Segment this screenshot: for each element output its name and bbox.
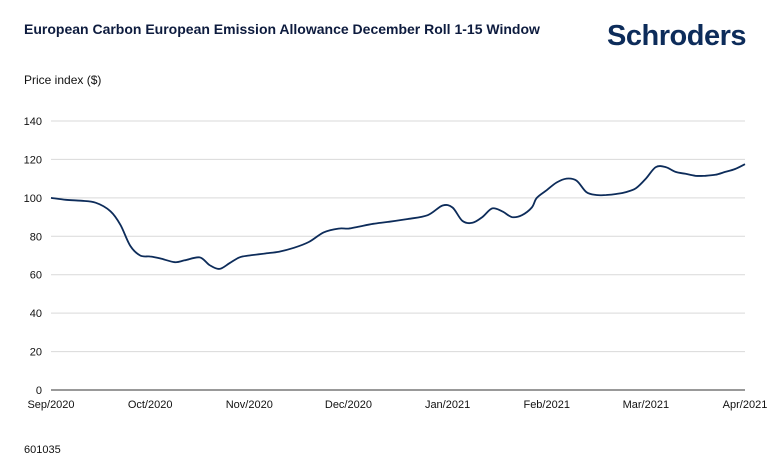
y-tick-label: 140 [24,116,42,128]
price-index-line [50,163,746,270]
y-tick-label: 0 [36,385,42,397]
x-tick-label: Mar/2021 [623,399,669,411]
y-tick-label: 120 [24,154,42,166]
y-tick-label: 60 [30,270,42,282]
x-tick-label: Oct/2020 [128,399,173,411]
y-axis-label: Price index ($) [24,73,102,87]
series-group [50,163,746,270]
schroders-logo: Schroders [607,20,746,52]
y-tick-labels: 0 20 40 60 80 100 120 140 [24,116,42,397]
y-tick-label: 40 [30,308,42,320]
x-tick-label: Jan/2021 [425,399,470,411]
x-tick-label: Nov/2020 [226,399,273,411]
chart-title: European Carbon European Emission Allowa… [24,21,540,37]
x-tick-labels: Sep/2020 Oct/2020 Nov/2020 Dec/2020 Jan/2021… [27,399,767,411]
gridlines [51,120,745,391]
x-tick-label: Feb/2021 [523,399,569,411]
y-tick-label: 80 [30,231,42,243]
y-tick-label: 20 [30,347,42,359]
x-tick-label: Apr/2021 [723,399,768,411]
x-tick-label: Dec/2020 [325,399,372,411]
y-tick-label: 100 [24,193,42,205]
footnote-code: 601035 [24,444,61,456]
x-tick-label: Sep/2020 [27,399,74,411]
